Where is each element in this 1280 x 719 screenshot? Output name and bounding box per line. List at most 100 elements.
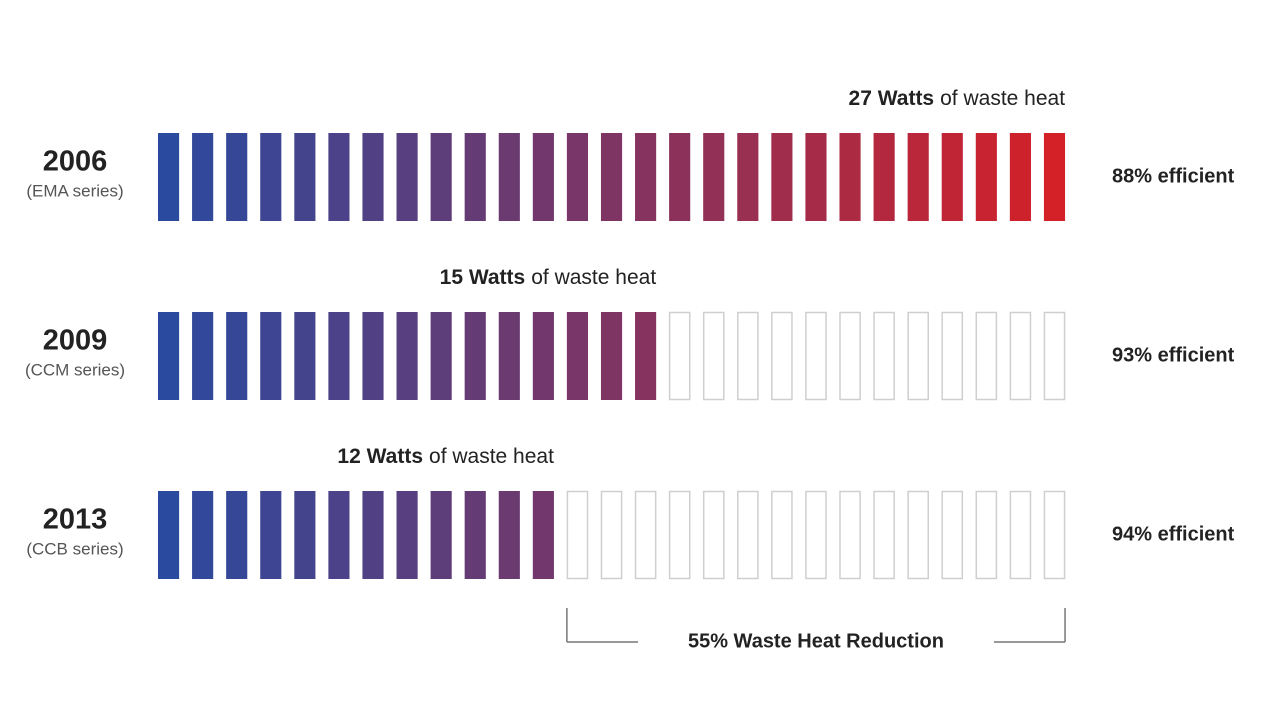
- empty-cell: [1009, 490, 1032, 580]
- heat-cell: [362, 133, 384, 221]
- heat-cell: [226, 133, 248, 221]
- watts-suffix: of waste heat: [531, 266, 656, 289]
- heat-cell: [839, 133, 861, 221]
- heat-cell: [294, 491, 316, 579]
- empty-cell: [771, 490, 793, 580]
- empty-cell: [737, 490, 759, 580]
- series-label: (EMA series): [26, 181, 123, 200]
- heat-cell: [975, 133, 997, 221]
- heat-cell: [260, 491, 282, 579]
- reduction-label: 55% Waste Heat Reduction: [688, 630, 944, 652]
- heat-cell: [703, 133, 725, 221]
- heat-cell: [941, 133, 963, 221]
- watts-suffix: of waste heat: [429, 445, 554, 468]
- empty-cell: [873, 311, 895, 401]
- heat-cell: [1009, 133, 1031, 221]
- heat-cell: [771, 133, 793, 221]
- heat-cell: [600, 312, 623, 400]
- empty-cell: [941, 311, 964, 401]
- watts-value: 12 Watts: [337, 445, 423, 468]
- empty-cell: [1009, 311, 1032, 401]
- empty-cell: [839, 490, 861, 580]
- heat-cell: [328, 491, 350, 579]
- year-label: 2009: [43, 325, 108, 357]
- heat-cell: [158, 491, 180, 579]
- empty-cell: [668, 311, 691, 401]
- heat-cell: [498, 133, 520, 221]
- heat-cell: [532, 133, 554, 221]
- efficiency-label: 94% efficient: [1112, 523, 1235, 545]
- watts-label: 12 Watts of waste heat: [337, 445, 554, 468]
- heat-cell: [396, 133, 418, 221]
- heat-cell: [532, 312, 554, 400]
- heat-cell: [464, 491, 486, 579]
- empty-cell: [600, 490, 623, 580]
- heat-cell: [362, 491, 384, 579]
- watts-value: 15 Watts: [440, 266, 526, 289]
- heat-cell: [805, 133, 827, 221]
- heat-cell: [260, 312, 282, 400]
- heat-cell: [192, 491, 214, 579]
- watts-label: 27 Watts of waste heat: [849, 87, 1066, 110]
- empty-cell: [873, 490, 895, 580]
- heat-cell: [294, 133, 316, 221]
- heat-cell: [566, 133, 589, 221]
- heat-cell: [737, 133, 759, 221]
- reduction-bracket: [566, 608, 1066, 643]
- empty-cell: [566, 490, 589, 580]
- empty-cell: [941, 490, 964, 580]
- heat-cell: [226, 312, 248, 400]
- empty-cell: [702, 311, 725, 401]
- heat-cell: [192, 312, 214, 400]
- heat-cell: [498, 312, 520, 400]
- heat-cell: [464, 133, 486, 221]
- series-label: (CCB series): [26, 539, 123, 558]
- heat-cell: [226, 491, 248, 579]
- watts-label: 15 Watts of waste heat: [440, 266, 657, 289]
- heat-cell: [1043, 133, 1066, 221]
- heat-cell: [396, 491, 418, 579]
- watts-suffix: of waste heat: [940, 87, 1065, 110]
- empty-cell: [1043, 490, 1066, 580]
- efficiency-label: 88% efficient: [1112, 165, 1235, 187]
- empty-cell: [771, 311, 793, 401]
- heat-cell: [328, 133, 350, 221]
- heat-cell: [873, 133, 895, 221]
- heat-cell: [464, 312, 486, 400]
- heat-cell: [430, 133, 452, 221]
- heat-cell: [260, 133, 282, 221]
- year-label: 2013: [43, 504, 108, 536]
- empty-cell: [839, 311, 861, 401]
- heat-cell: [600, 133, 623, 221]
- heat-cell: [362, 312, 384, 400]
- heat-cell: [532, 491, 554, 579]
- heat-cell: [158, 312, 180, 400]
- empty-cell: [907, 490, 930, 580]
- efficiency-label: 93% efficient: [1112, 344, 1235, 366]
- heat-cell: [635, 133, 657, 221]
- heat-cell: [158, 133, 180, 221]
- watts-value: 27 Watts: [849, 87, 935, 110]
- heat-cell: [635, 312, 657, 400]
- empty-cell: [634, 490, 657, 580]
- heat-cell: [430, 312, 452, 400]
- heat-cell: [669, 133, 691, 221]
- year-label: 2006: [43, 146, 108, 178]
- heat-cell: [294, 312, 316, 400]
- empty-cell: [668, 490, 691, 580]
- heat-cell: [430, 491, 452, 579]
- heat-cell: [328, 312, 350, 400]
- empty-cell: [805, 311, 827, 401]
- empty-cell: [907, 311, 930, 401]
- empty-cell: [737, 311, 759, 401]
- empty-cell: [805, 490, 827, 580]
- heat-cell: [907, 133, 929, 221]
- heat-cell: [396, 312, 418, 400]
- empty-cell: [702, 490, 725, 580]
- heat-cell: [192, 133, 214, 221]
- heat-cell: [498, 491, 520, 579]
- empty-cell: [1043, 311, 1066, 401]
- empty-cell: [975, 311, 998, 401]
